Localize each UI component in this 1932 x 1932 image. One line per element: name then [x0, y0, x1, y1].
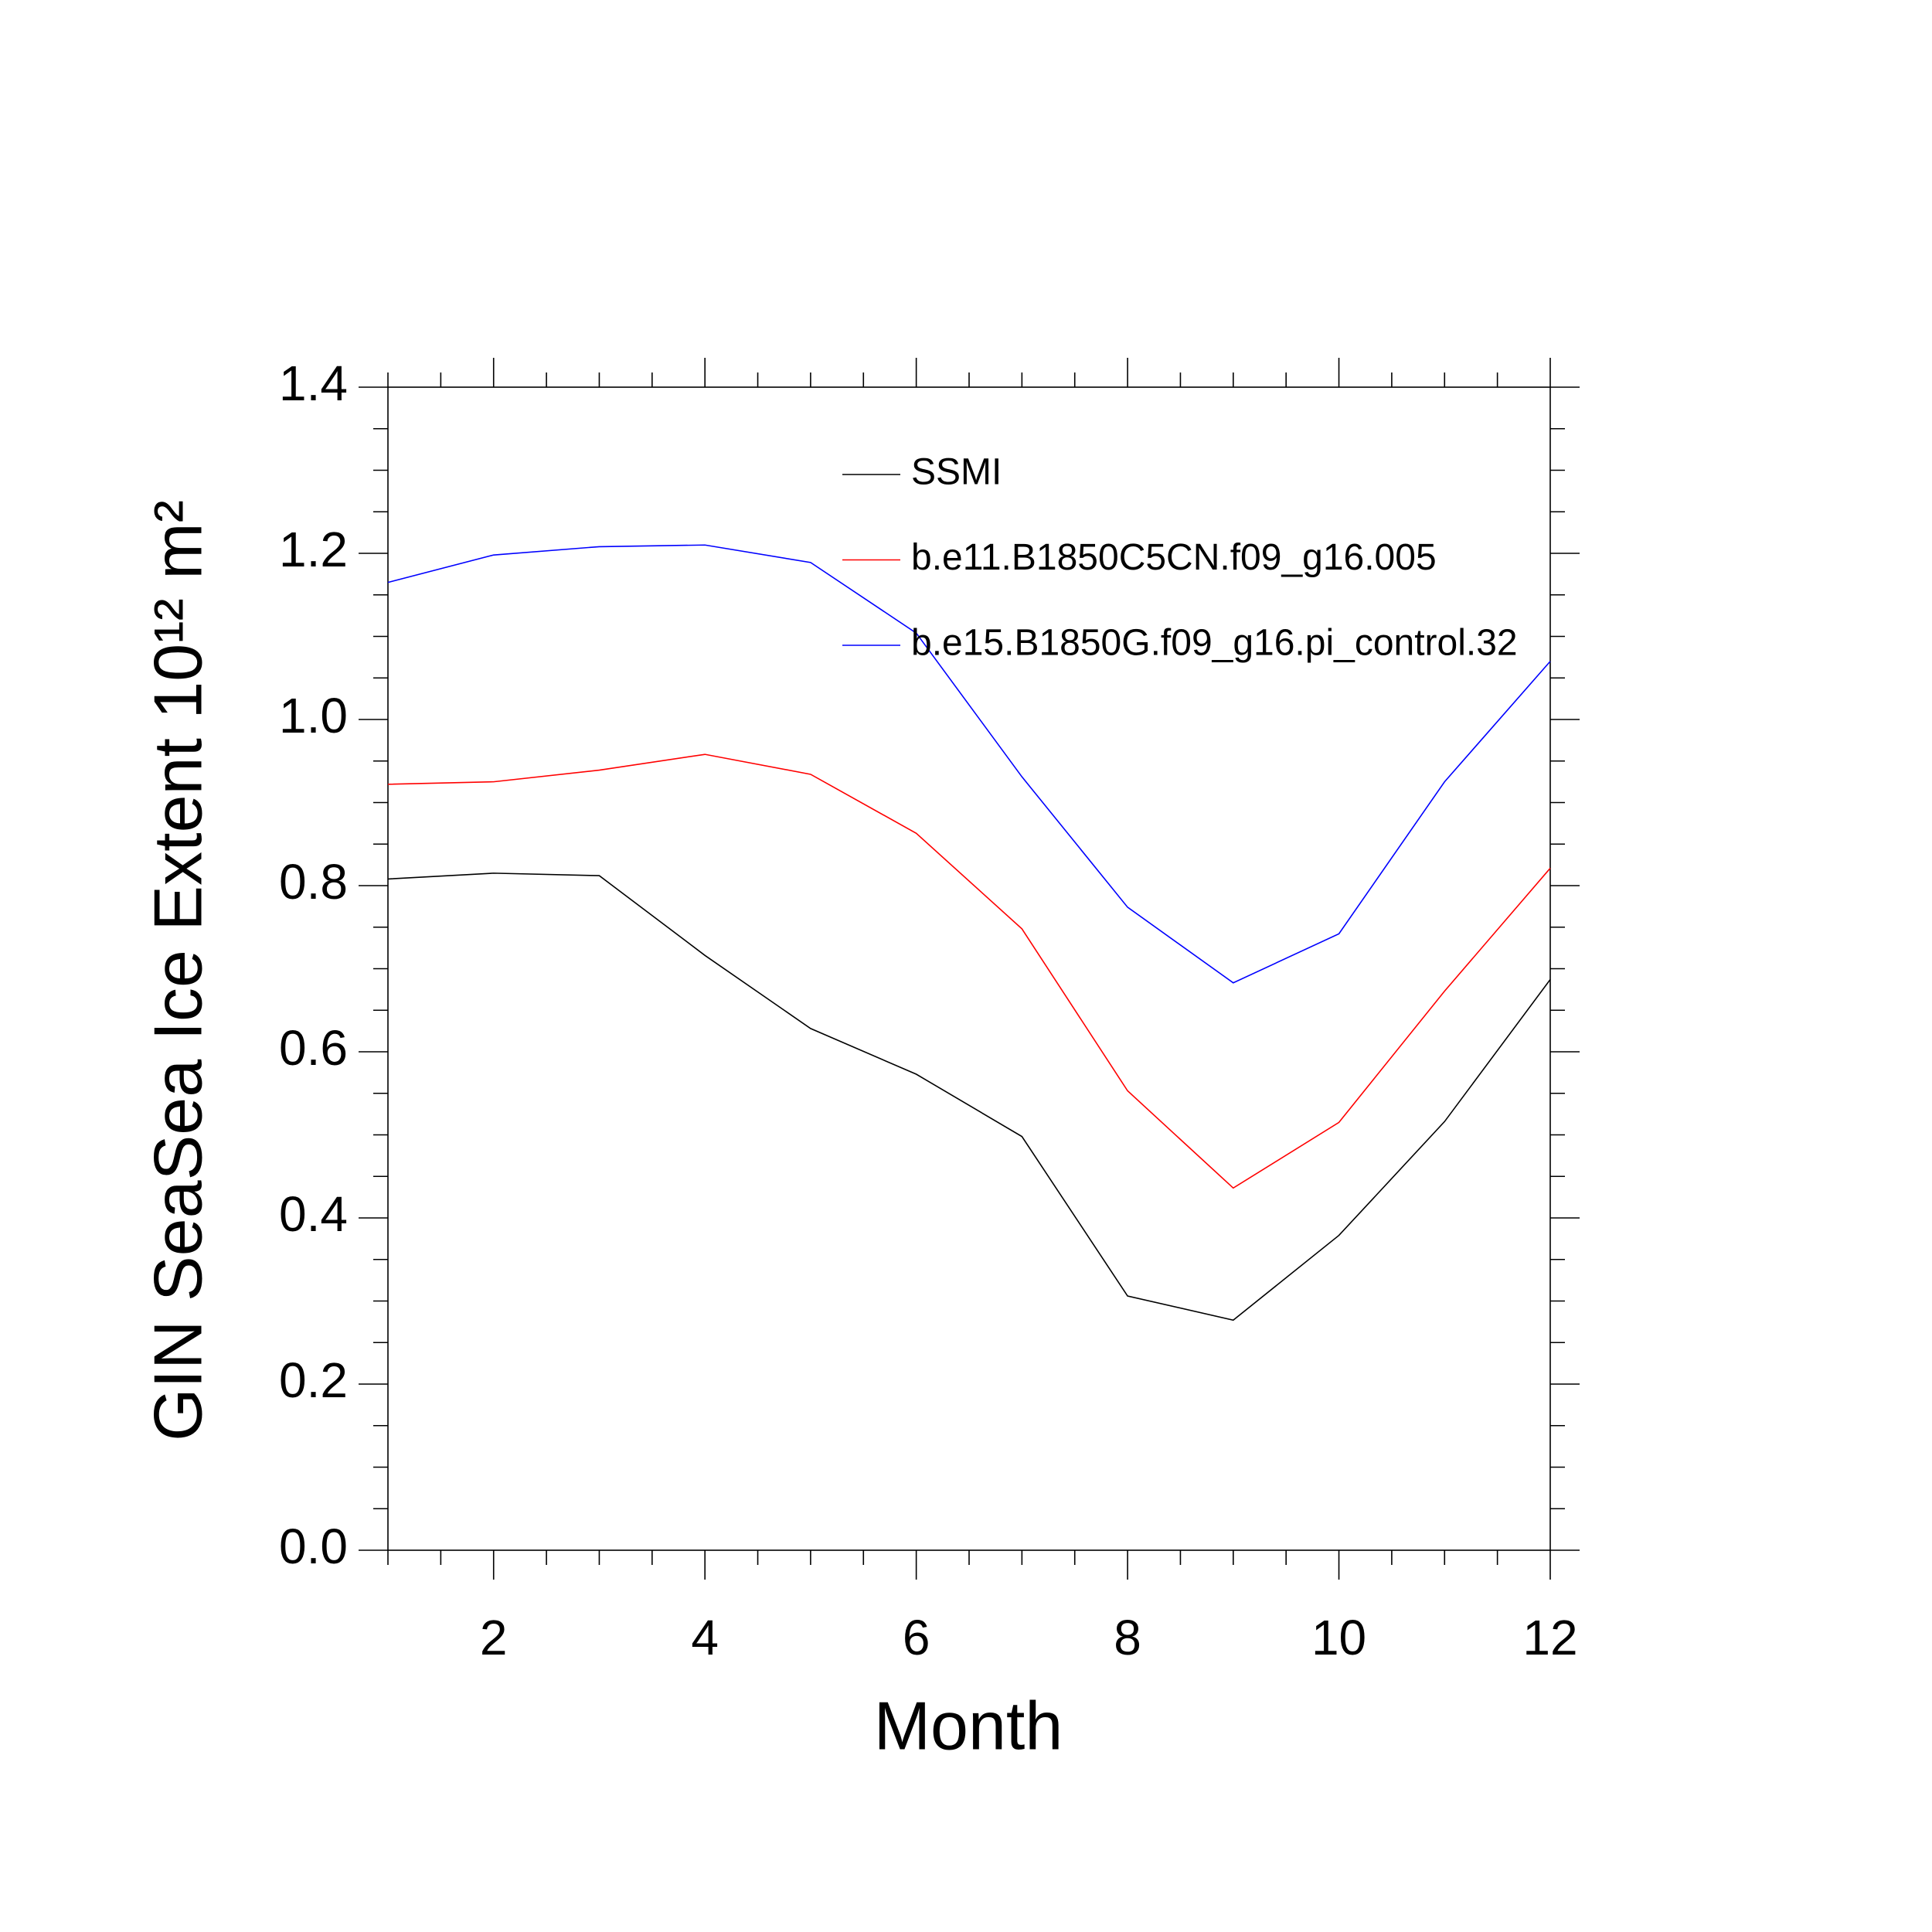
y-tick-label: 1.4 — [279, 355, 348, 411]
y-tick-label: 1.2 — [279, 522, 348, 577]
y-tick-label: 0.0 — [279, 1519, 348, 1574]
x-tick-label: 2 — [480, 1610, 508, 1665]
legend-label: b.e15.B1850G.f09_g16.pi_control.32 — [911, 623, 1518, 664]
y-tick-label: 1.0 — [279, 688, 348, 743]
x-tick-label: 10 — [1311, 1610, 1366, 1665]
y-tick-label: 0.6 — [279, 1020, 348, 1076]
legend-label: SSMI — [911, 452, 1002, 493]
legend-label: b.e11.B1850C5CN.f09_g16.005 — [911, 537, 1437, 578]
data-line — [387, 544, 1551, 984]
data-line — [387, 753, 1551, 1189]
x-tick-label: 8 — [1114, 1610, 1141, 1665]
y-axis-title: GIN SeaSea Ice Extent 10¹² m² — [139, 500, 216, 1441]
x-tick-label: 4 — [691, 1610, 719, 1665]
y-tick-label: 0.2 — [279, 1352, 348, 1408]
y-tick-label: 0.4 — [279, 1186, 348, 1242]
x-tick-label: 12 — [1522, 1610, 1577, 1665]
data-line — [387, 872, 1551, 1321]
y-tick-label: 0.8 — [279, 854, 348, 910]
x-tick-label: 6 — [903, 1610, 930, 1665]
x-axis-title: Month — [874, 1687, 1063, 1764]
